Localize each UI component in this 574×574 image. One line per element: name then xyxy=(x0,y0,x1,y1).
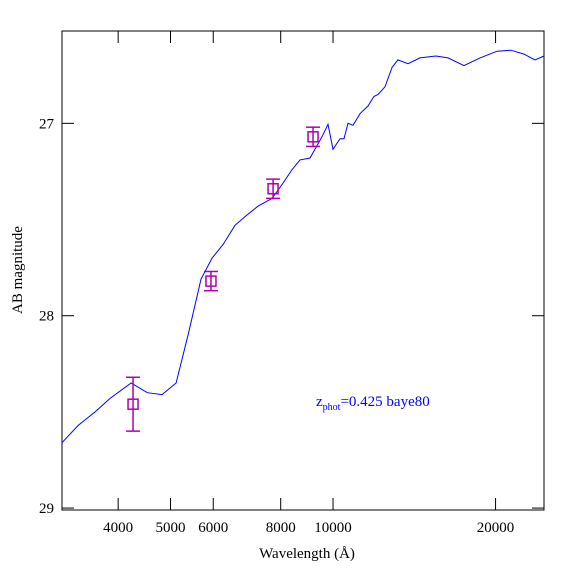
error-bar xyxy=(306,126,321,148)
error-bar xyxy=(266,178,281,200)
y-tick-label: 27 xyxy=(39,116,55,132)
x-tick-label: 5000 xyxy=(155,520,185,536)
x-tick-label: 4000 xyxy=(103,520,133,536)
data-point xyxy=(127,398,139,410)
x-tick-label: 20000 xyxy=(477,520,515,536)
annotation-subscript: phot xyxy=(323,402,341,413)
y-tick-label: 29 xyxy=(39,501,54,517)
x-tick-label: 8000 xyxy=(266,520,296,536)
annotation: zphot=0.425 baye80 xyxy=(316,394,430,413)
x-axis-label: Wavelength (Å) xyxy=(259,546,355,562)
data-point xyxy=(307,131,319,143)
sed-line xyxy=(61,49,545,444)
x-tick-label: 10000 xyxy=(314,520,352,536)
x-tick-label: 6000 xyxy=(198,520,228,536)
y-axis-label: AB magnitude xyxy=(10,226,26,314)
error-bar xyxy=(126,376,141,432)
data-point xyxy=(205,275,217,287)
plot-frame xyxy=(61,30,545,511)
y-tick-label: 28 xyxy=(39,309,54,325)
annotation-rest: =0.425 baye80 xyxy=(340,394,429,410)
data-point xyxy=(267,182,279,195)
error-bar xyxy=(203,270,218,292)
annotation-main: z xyxy=(316,394,323,410)
